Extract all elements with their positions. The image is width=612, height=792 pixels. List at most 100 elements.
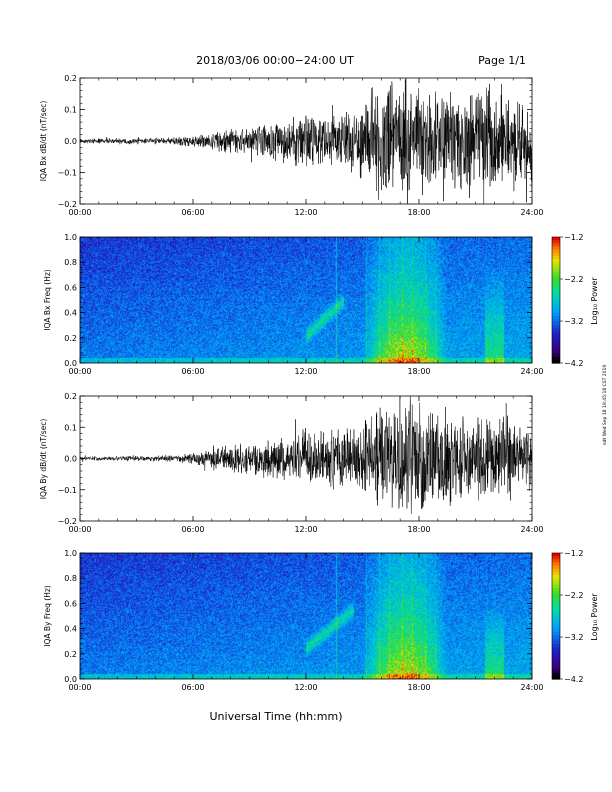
colorbar-swatch [552, 290, 560, 295]
colorbar-swatch [552, 265, 560, 270]
bx-spectrogram-image [80, 237, 532, 363]
colorbar-swatch [552, 246, 560, 251]
colorbar-swatch [552, 293, 560, 298]
colorbar-swatch [552, 669, 560, 674]
timestamp-stamp: ndt Wed Sep 18 19:45:18 CST 2019 [602, 365, 608, 446]
y-tick-label: 0.0 [64, 455, 77, 464]
colorbar-swatch [552, 634, 560, 639]
colorbar-swatch [552, 663, 560, 667]
x-tick-label: 00:00 [68, 208, 91, 217]
x-tick-label: 24:00 [520, 683, 543, 692]
colorbar-swatch [552, 325, 560, 329]
x-tick-label: 24:00 [520, 208, 543, 217]
colorbar-swatch [552, 612, 560, 617]
y-tick-label: −0.2 [58, 200, 77, 209]
colorbar-swatch [552, 271, 560, 276]
colorbar-swatch [552, 556, 560, 560]
colorbar-swatch [552, 255, 560, 260]
colorbar-frame [551, 552, 561, 680]
colorbar-swatch [552, 638, 560, 642]
by-spectrogram-ylabel: IQA By Freq (Hz) [43, 585, 52, 647]
colorbar-tick-label: −2.2 [564, 591, 583, 600]
page-title: 2018/03/06 00:00−24:00 UT [196, 54, 354, 67]
colorbar-swatch [552, 347, 560, 351]
y-tick-label: 0.0 [64, 137, 77, 146]
colorbar-tick-label: −4.2 [564, 675, 583, 684]
colorbar-swatch [552, 666, 560, 671]
colorbar-swatch [552, 590, 560, 595]
colorbar-swatch [552, 672, 560, 677]
colorbar-swatch [552, 340, 560, 345]
colorbar-swatch [552, 571, 560, 576]
colorbar-swatch [552, 259, 560, 263]
y-tick-label: 0.4 [64, 309, 77, 318]
colorbar-tick-label: −1.2 [564, 549, 583, 558]
y-tick-label: 0.2 [64, 650, 77, 659]
colorbar-swatch [552, 328, 560, 333]
panel-bx-spectrogram: 00:00 06:00 12:00 18:00 24:00 1.0 0.8 0.6 0.4 0.2… [43, 233, 599, 376]
panel-bx-dbdt: 00:00 06:00 12:00 18:00 24:00 0.2 0.1 0.0 −0.1 −0… [39, 74, 544, 217]
x-tick-label: 12:00 [294, 367, 317, 376]
x-tick-label: 00:00 [68, 525, 91, 534]
x-tick-label: 06:00 [181, 367, 204, 376]
y-tick-label: −0.1 [58, 169, 77, 178]
colorbar-swatch [552, 284, 560, 288]
x-axis-title: Universal Time (hh:mm) [210, 710, 343, 723]
colorbar-swatch [552, 296, 560, 301]
y-tick-label: 0.4 [64, 625, 77, 634]
colorbar-swatch [552, 344, 560, 348]
colorbar-frame [551, 236, 561, 364]
colorbar-swatch [552, 331, 560, 336]
colorbar-swatch [552, 641, 560, 645]
colorbar-swatch [552, 600, 560, 604]
bx-dbdt-axes: 00:00 06:00 12:00 18:00 24:00 0.2 0.1 0.0 −0.1 −0… [58, 74, 544, 217]
colorbar-swatch [552, 644, 560, 649]
x-tick-label: 18:00 [407, 367, 430, 376]
colorbar-swatch [552, 647, 560, 652]
x-tick-label: 18:00 [407, 208, 430, 217]
colorbar-swatch [552, 597, 560, 601]
colorbar-swatch [552, 287, 560, 292]
x-tick-label: 06:00 [181, 208, 204, 217]
colorbar-swatch [552, 619, 560, 623]
x-tick-label: 06:00 [181, 683, 204, 692]
x-tick-label: 00:00 [68, 683, 91, 692]
colorbar-swatch [552, 356, 560, 361]
bx-spectrogram-axes: 00:00 06:00 12:00 18:00 24:00 1.0 0.8 0.6 0.4 0.2… [64, 233, 543, 376]
colorbar-swatch [552, 650, 560, 655]
x-tick-label: 24:00 [520, 367, 543, 376]
colorbar-swatch [552, 306, 560, 311]
colorbar-tick-label: −2.2 [564, 275, 583, 284]
colorbar-swatch [552, 575, 560, 579]
by-colorbar-label: Log₁₀ Power [590, 593, 599, 641]
y-tick-label: 0.1 [64, 423, 77, 432]
by-colorbar: −1.2 −2.2 −3.2 −4.2 [551, 549, 583, 684]
colorbar-swatch [552, 337, 560, 342]
colorbar-swatch [552, 628, 560, 633]
y-tick-label: 0.8 [64, 574, 77, 583]
y-tick-label: 1.0 [64, 549, 77, 558]
colorbar-swatch [552, 562, 560, 567]
colorbar-swatch [552, 274, 560, 279]
bx-colorbar: −1.2 −2.2 −3.2 −4.2 [551, 233, 583, 368]
colorbar-swatch [552, 656, 560, 661]
panel-by-spectrogram: 00:00 06:00 12:00 18:00 24:00 1.0 0.8 0.6 0.4 0.2… [43, 549, 599, 692]
colorbar-swatch [552, 334, 560, 339]
y-tick-label: 0.0 [64, 675, 77, 684]
y-tick-label: −0.1 [58, 486, 77, 495]
x-tick-label: 12:00 [294, 525, 317, 534]
y-tick-label: 1.0 [64, 233, 77, 242]
colorbar-swatch [552, 606, 560, 611]
colorbar-swatch [552, 315, 560, 320]
by-spectrogram-image [80, 553, 532, 679]
colorbar-swatch [552, 300, 560, 304]
colorbar-tick-label: −4.2 [564, 359, 583, 368]
x-tick-label: 18:00 [407, 525, 430, 534]
colorbar-swatch [552, 350, 560, 355]
y-tick-label: 0.0 [64, 359, 77, 368]
colorbar-swatch [552, 675, 560, 680]
x-tick-label: 00:00 [68, 367, 91, 376]
colorbar-swatch [552, 660, 560, 664]
y-tick-label: 0.6 [64, 599, 77, 608]
